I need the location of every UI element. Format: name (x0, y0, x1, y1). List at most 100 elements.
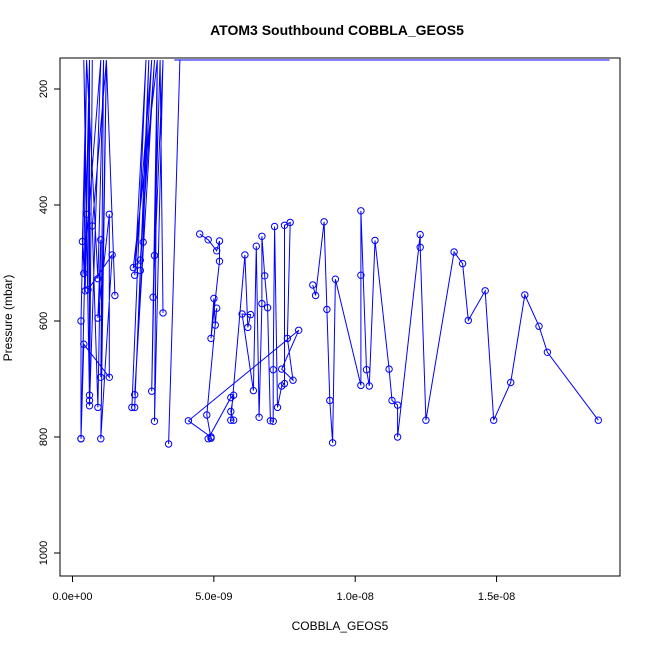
data-point (184, 417, 193, 425)
data-point (326, 396, 334, 405)
data-point (481, 287, 489, 295)
data-point (211, 321, 220, 329)
data-point (131, 271, 139, 279)
plot-frame (59, 57, 621, 577)
data-point (280, 221, 289, 230)
data-point (490, 416, 498, 424)
data-point (246, 310, 255, 319)
data-point (422, 416, 430, 424)
data-point (150, 417, 159, 425)
data-point (416, 230, 424, 239)
data-point (78, 237, 87, 246)
data-point (393, 433, 402, 441)
data-point (105, 210, 114, 219)
series-line (168, 59, 610, 445)
data-point (215, 237, 224, 245)
series-line (187, 221, 300, 440)
data-point (148, 387, 156, 395)
data-point (215, 257, 224, 265)
data-point (210, 294, 218, 303)
data-point (385, 365, 393, 373)
data-point (252, 242, 260, 250)
data-point (388, 396, 396, 405)
y-axis: 200 400 600 800 1000 (38, 80, 60, 565)
data-point (229, 391, 238, 399)
data-point (77, 435, 85, 443)
data-point (416, 243, 424, 252)
data-point (371, 236, 379, 245)
data-point (159, 309, 167, 317)
data-point (129, 263, 138, 272)
data-point (328, 439, 337, 447)
data-point (258, 299, 266, 308)
data-point (85, 391, 94, 399)
data-point (280, 379, 289, 388)
x-tick-label: 0.0e+00 (52, 591, 92, 603)
data-point (227, 416, 235, 424)
data-point (286, 218, 294, 227)
data-point (77, 317, 85, 325)
data-point (263, 304, 272, 312)
data-point (80, 340, 88, 348)
data-point (105, 373, 114, 381)
data-point (84, 286, 92, 294)
data-point (535, 322, 543, 330)
data-point (97, 236, 105, 244)
data-point (94, 314, 102, 322)
x-tick-label: 1.0e-08 (337, 591, 374, 603)
data-point (111, 291, 119, 300)
data-point (458, 259, 467, 268)
data-point (149, 293, 157, 301)
y-axis-label: Pressure (mbar) (1, 275, 15, 362)
data-point (255, 413, 263, 421)
data-point (311, 291, 320, 300)
x-axis-label: COBBLA_GEOS5 (292, 619, 389, 633)
data-point (196, 230, 204, 238)
data-point (128, 403, 136, 412)
data-point (266, 417, 275, 425)
data-point (88, 222, 97, 230)
series-line (312, 210, 599, 443)
data-point (507, 378, 515, 387)
data-point (450, 248, 458, 256)
data-point (136, 266, 145, 275)
data-point (150, 251, 159, 260)
data-point (357, 271, 365, 279)
series-line (80, 59, 116, 439)
data-point (249, 386, 258, 395)
data-point (521, 291, 529, 299)
data-point (323, 305, 331, 314)
data-point (207, 433, 215, 441)
data-point (213, 304, 221, 312)
data-point (258, 232, 266, 241)
data-point (331, 275, 340, 283)
data-point (289, 376, 297, 384)
data-point (94, 403, 102, 412)
data-point (464, 316, 472, 325)
data-point (82, 210, 91, 219)
data-point (213, 247, 221, 255)
data-point (244, 323, 252, 332)
data-point (108, 251, 116, 259)
data-point (365, 382, 373, 390)
data-point (164, 440, 173, 448)
y-tick-label: 600 (38, 312, 50, 330)
data-point (131, 391, 139, 399)
y-tick-label: 800 (38, 428, 50, 446)
data-point (229, 416, 238, 424)
plot-lines (80, 59, 610, 445)
data-point (273, 403, 282, 412)
data-point (270, 222, 279, 231)
data-point (85, 396, 94, 405)
data-point (203, 411, 211, 419)
data-point (80, 269, 88, 278)
data-point (241, 251, 249, 259)
data-point (594, 416, 602, 424)
x-axis: 0.0e+00 5.0e-09 1.0e-08 1.5e-08 (52, 576, 515, 603)
data-point (283, 334, 292, 343)
data-point (227, 407, 235, 416)
y-tick-label: 400 (38, 196, 50, 214)
data-point (543, 348, 552, 356)
data-point (261, 272, 269, 280)
